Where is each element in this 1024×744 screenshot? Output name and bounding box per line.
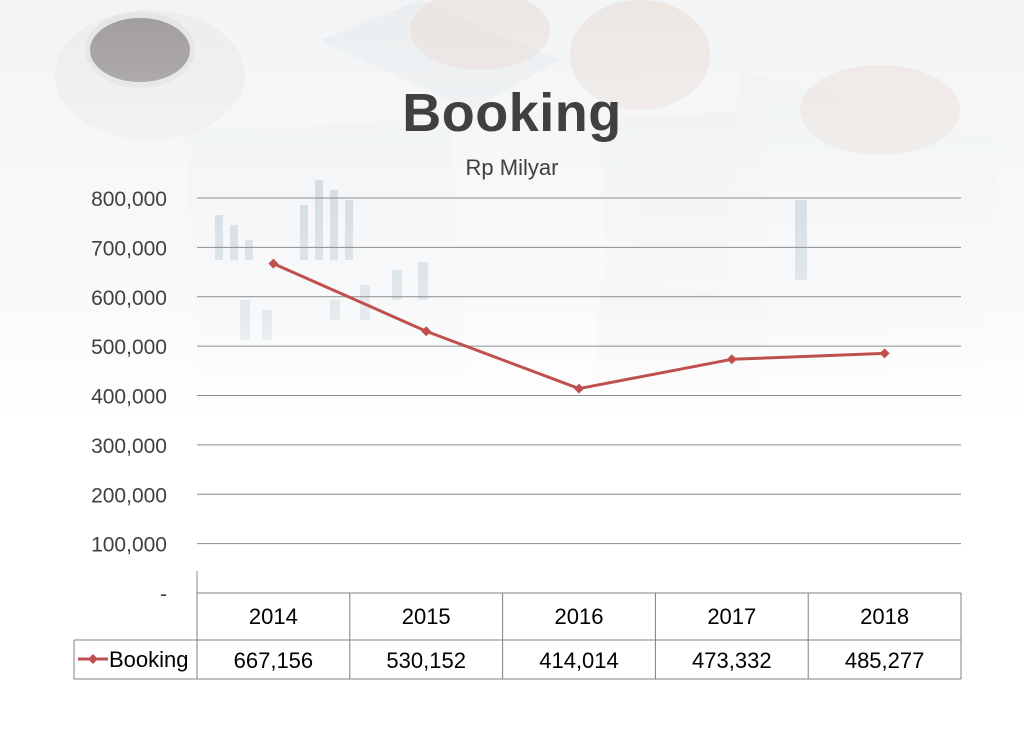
y-tick-label: 700,000 bbox=[91, 237, 167, 260]
y-axis-tick-labels: - 100,000 200,000 300,000 400,000 500,000 600,… bbox=[91, 188, 167, 606]
data-table-value: 414,014 bbox=[539, 648, 619, 673]
x-category-label: 2016 bbox=[555, 604, 604, 629]
chart-subtitle: Rp Milyar bbox=[465, 155, 559, 180]
data-table: 2014 2015 2016 2017 2018 667,156 530,152 414,01… bbox=[73, 592, 962, 680]
x-category-label: 2014 bbox=[249, 604, 298, 629]
y-tick-label: 200,000 bbox=[91, 484, 167, 507]
data-point-marker bbox=[574, 383, 584, 394]
legend-marker-icon bbox=[88, 654, 98, 664]
y-tick-label: 100,000 bbox=[91, 534, 167, 557]
series-line-booking bbox=[272, 262, 885, 391]
x-category-label: 2017 bbox=[707, 604, 756, 629]
y-tick-label: 300,000 bbox=[91, 435, 167, 458]
data-table-value: 530,152 bbox=[386, 648, 466, 673]
y-tick-label: 400,000 bbox=[91, 386, 167, 409]
plot-area bbox=[268, 258, 890, 394]
y-tick-label: 800,000 bbox=[91, 188, 167, 211]
data-point-marker bbox=[268, 258, 279, 269]
gridlines bbox=[196, 197, 961, 593]
y-tick-label: - bbox=[160, 583, 167, 606]
y-tick-label: 500,000 bbox=[91, 336, 167, 359]
x-category-label: 2015 bbox=[402, 604, 451, 629]
chart-title: Booking bbox=[402, 83, 622, 143]
x-category-label: 2018 bbox=[860, 604, 909, 629]
data-point-marker bbox=[421, 326, 432, 337]
data-table-value: 667,156 bbox=[234, 648, 314, 673]
data-point-marker bbox=[879, 348, 890, 359]
data-table-value: 485,277 bbox=[845, 648, 925, 673]
legend-label: Booking bbox=[109, 647, 189, 672]
y-tick-label: 600,000 bbox=[91, 287, 167, 310]
data-point-marker bbox=[726, 354, 737, 365]
data-table-value: 473,332 bbox=[692, 648, 772, 673]
